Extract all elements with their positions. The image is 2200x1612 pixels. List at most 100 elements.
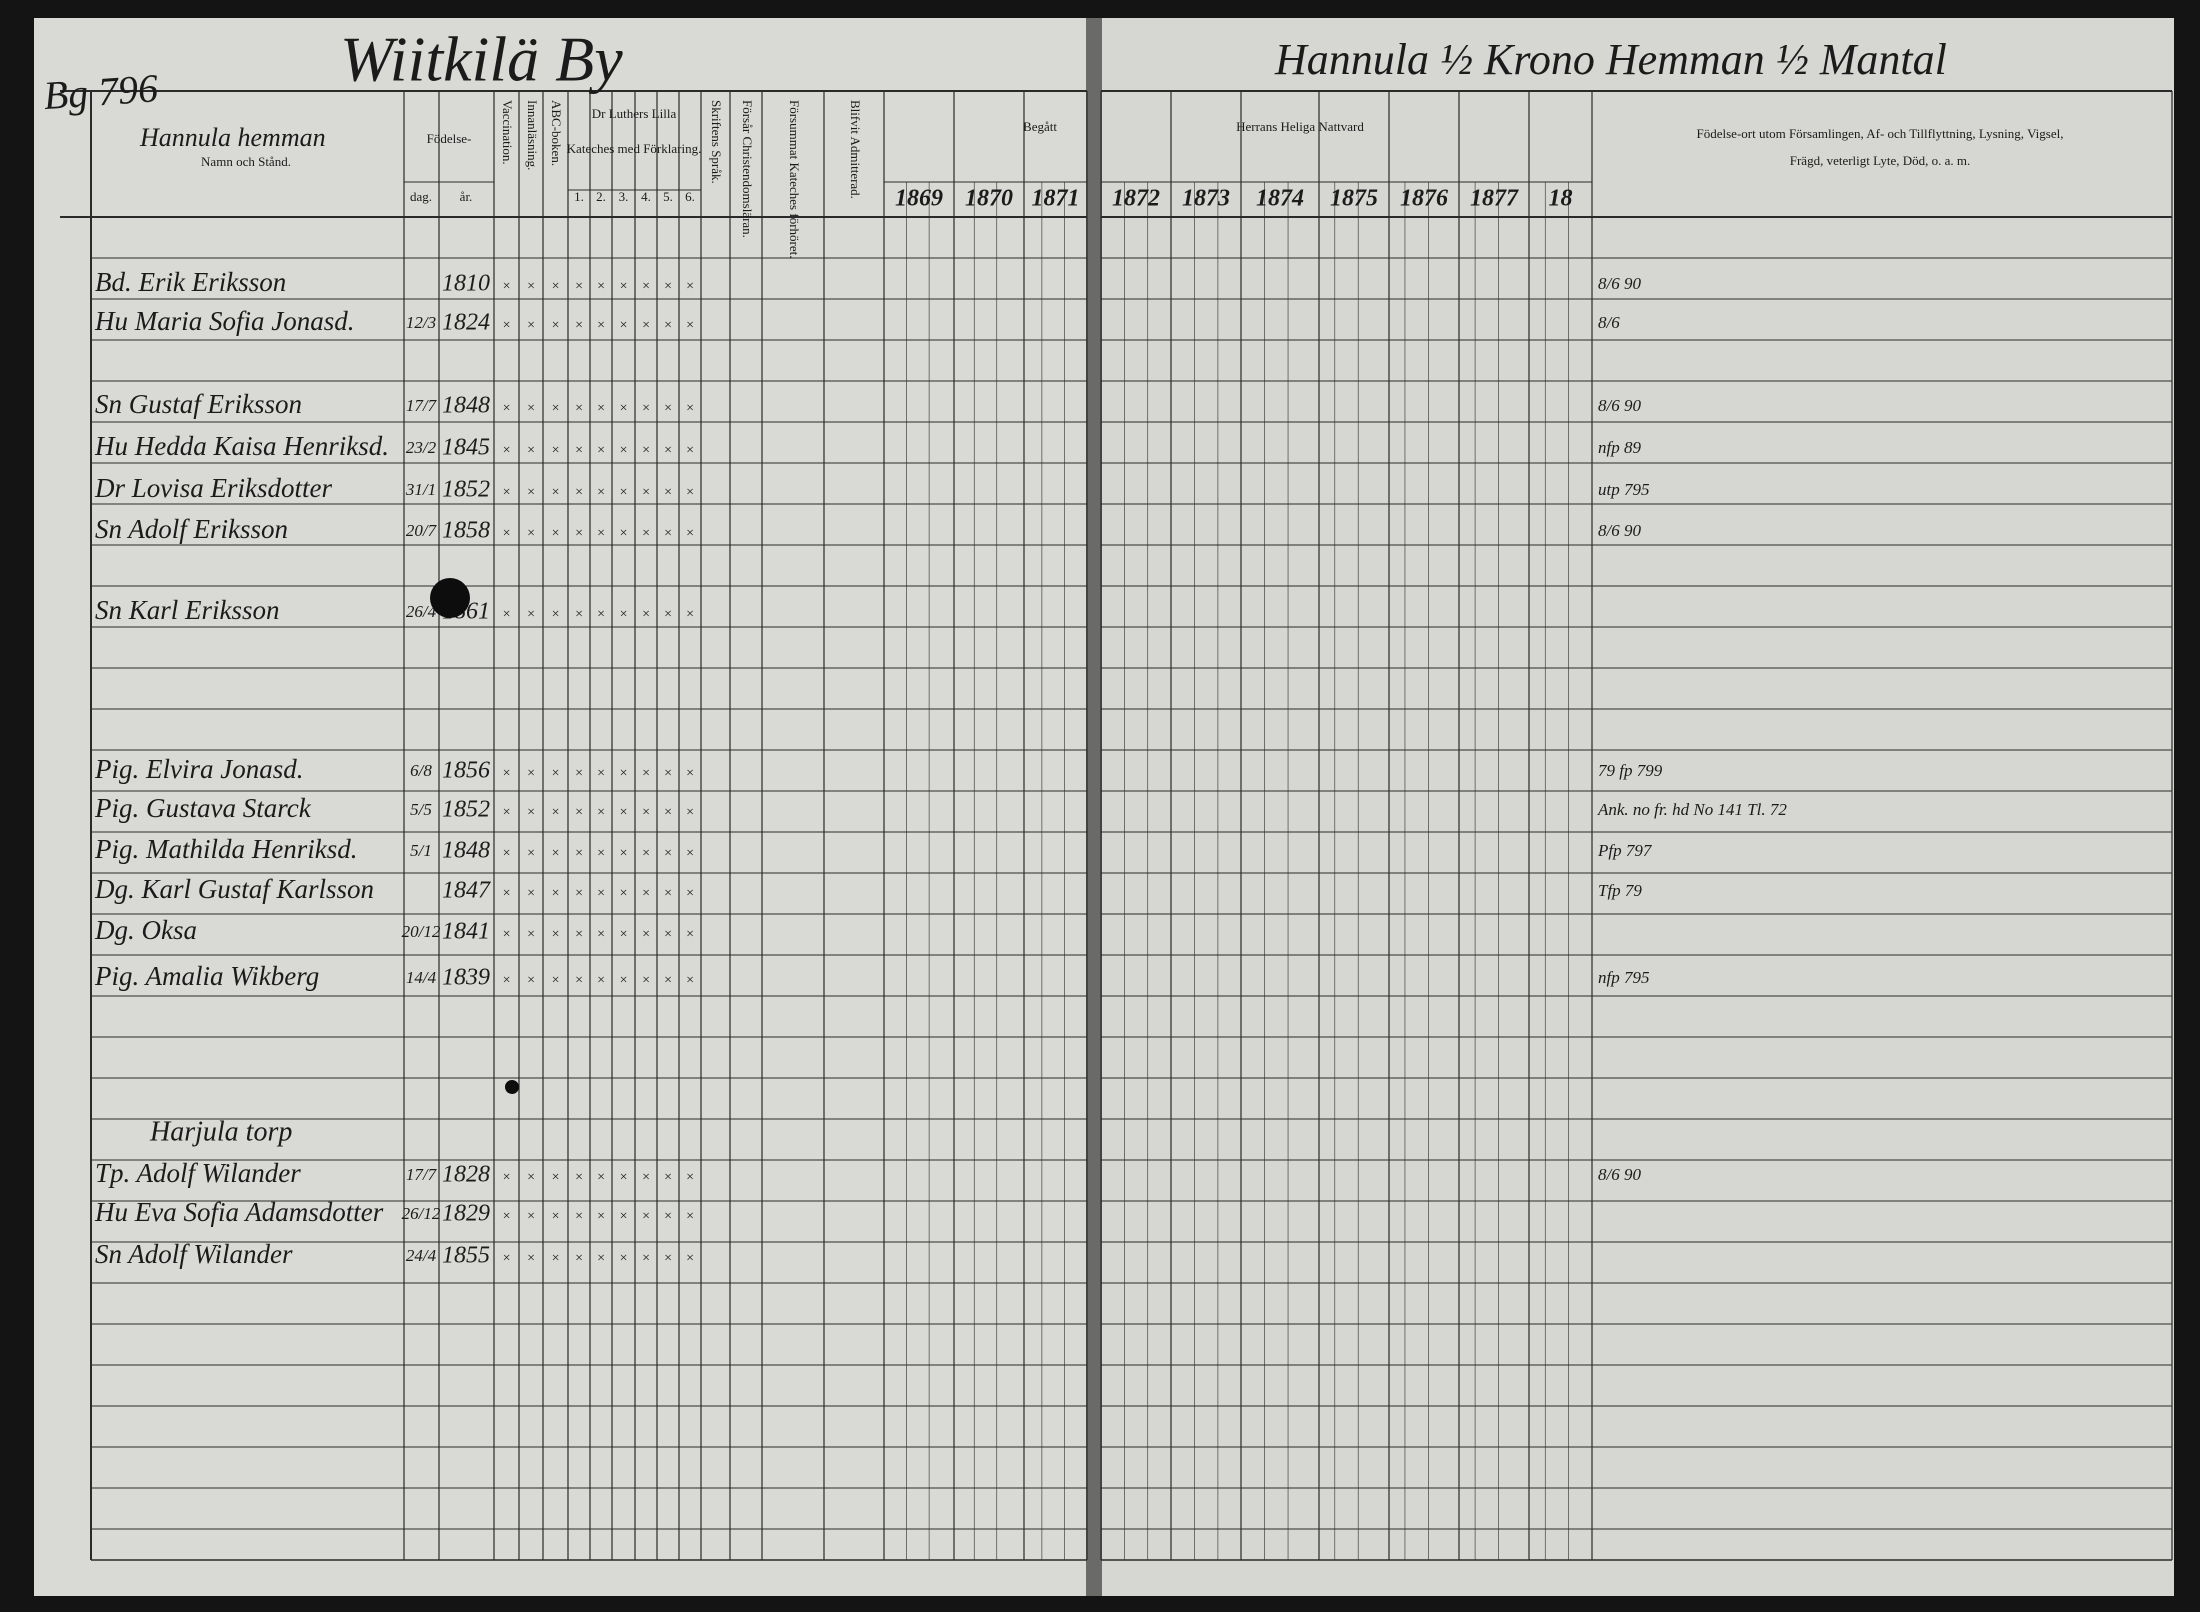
pen-mark: × — [574, 805, 583, 820]
pen-mark: × — [502, 401, 511, 416]
pen-mark: × — [619, 973, 628, 988]
pen-mark: × — [663, 526, 672, 541]
section-label: Hannula hemman — [139, 123, 326, 152]
entry-day: 20/7 — [406, 521, 438, 540]
pen-mark: × — [663, 401, 672, 416]
pen-mark: × — [502, 1170, 511, 1185]
pen-mark: × — [551, 279, 560, 294]
pen-mark: × — [574, 973, 583, 988]
column-header: 6. — [685, 189, 695, 204]
pen-mark: × — [641, 805, 650, 820]
pen-mark: × — [502, 443, 511, 458]
pen-mark: × — [502, 766, 511, 781]
pen-mark: × — [596, 485, 605, 500]
pen-mark: × — [526, 805, 535, 820]
pen-mark: × — [526, 886, 535, 901]
pen-mark: × — [526, 279, 535, 294]
pen-mark: × — [526, 526, 535, 541]
entry-day: 24/4 — [406, 1246, 437, 1265]
pen-mark: × — [526, 1170, 535, 1185]
column-header: Blifvit Admitterad. — [848, 100, 863, 199]
entry-day: 5/5 — [410, 800, 432, 819]
pen-mark: × — [641, 846, 650, 861]
year-header: 1873 — [1182, 186, 1230, 212]
pen-mark: × — [619, 886, 628, 901]
entry-year: 1841 — [442, 919, 490, 945]
pen-mark: × — [596, 846, 605, 861]
pen-mark: × — [685, 279, 694, 294]
pen-mark: × — [551, 886, 560, 901]
pen-mark: × — [685, 401, 694, 416]
pen-mark: × — [663, 805, 672, 820]
pen-mark: × — [551, 607, 560, 622]
pen-mark: × — [619, 846, 628, 861]
pen-mark: × — [574, 607, 583, 622]
pen-mark: × — [663, 886, 672, 901]
pen-mark: × — [596, 973, 605, 988]
pen-mark: × — [574, 927, 583, 942]
year-header: 1869 — [895, 186, 943, 212]
pen-mark: × — [574, 443, 583, 458]
pen-mark: × — [526, 318, 535, 333]
pen-mark: × — [526, 443, 535, 458]
pen-mark: × — [641, 443, 650, 458]
year-header: 1874 — [1256, 186, 1304, 212]
pen-mark: × — [526, 401, 535, 416]
entry-year: 1848 — [442, 838, 490, 864]
entry-note: Ank. no fr. hd No 141 Tl. 72 — [1597, 800, 1787, 819]
year-header: 1871 — [1032, 186, 1080, 212]
pen-mark: × — [502, 526, 511, 541]
pen-mark: × — [551, 318, 560, 333]
column-header: 3. — [619, 189, 629, 204]
entry-day: 26/12 — [402, 1204, 441, 1223]
pen-mark: × — [619, 766, 628, 781]
entry-year: 1858 — [442, 518, 490, 544]
entry-day: 23/2 — [406, 438, 437, 457]
pen-mark: × — [596, 443, 605, 458]
pen-mark: × — [526, 1209, 535, 1224]
column-header: Skriftens Språk. — [709, 100, 724, 184]
pen-mark: × — [685, 805, 694, 820]
entry-note: Tfp 79 — [1598, 881, 1642, 900]
pen-mark: × — [551, 1209, 560, 1224]
pen-mark: × — [685, 1209, 694, 1224]
pen-mark: × — [619, 1170, 628, 1185]
pen-mark: × — [685, 443, 694, 458]
pen-mark: × — [619, 318, 628, 333]
year-header: 1876 — [1400, 186, 1448, 212]
pen-mark: × — [551, 443, 560, 458]
pen-mark: × — [551, 846, 560, 861]
pen-mark: × — [663, 846, 672, 861]
pen-mark: × — [663, 1170, 672, 1185]
pen-mark: × — [663, 318, 672, 333]
pen-mark: × — [574, 485, 583, 500]
entry-name: Dg. Oksa — [94, 915, 197, 945]
entry-day: 14/4 — [406, 968, 437, 987]
entry-year: 1848 — [442, 393, 490, 419]
column-header: 5. — [663, 189, 673, 204]
pen-mark: × — [574, 318, 583, 333]
pen-mark: × — [574, 886, 583, 901]
column-header: 2. — [596, 189, 606, 204]
entry-name: Sn Gustaf Eriksson — [95, 389, 302, 419]
pen-mark: × — [551, 766, 560, 781]
pen-mark: × — [641, 766, 650, 781]
pen-mark: × — [641, 886, 650, 901]
entry-year: 1839 — [442, 965, 490, 991]
pen-mark: × — [685, 973, 694, 988]
gutter — [1086, 18, 1102, 1596]
pen-mark: × — [526, 766, 535, 781]
pen-mark: × — [574, 1209, 583, 1224]
pen-mark: × — [596, 805, 605, 820]
pen-mark: × — [619, 526, 628, 541]
entry-day: 20/12 — [402, 922, 441, 941]
pen-mark: × — [663, 1209, 672, 1224]
pen-mark: × — [526, 846, 535, 861]
pen-mark: × — [619, 443, 628, 458]
column-header: år. — [460, 189, 473, 204]
pen-mark: × — [596, 526, 605, 541]
pen-mark: × — [641, 927, 650, 942]
pen-mark: × — [685, 1170, 694, 1185]
entry-year: 1852 — [442, 797, 490, 823]
